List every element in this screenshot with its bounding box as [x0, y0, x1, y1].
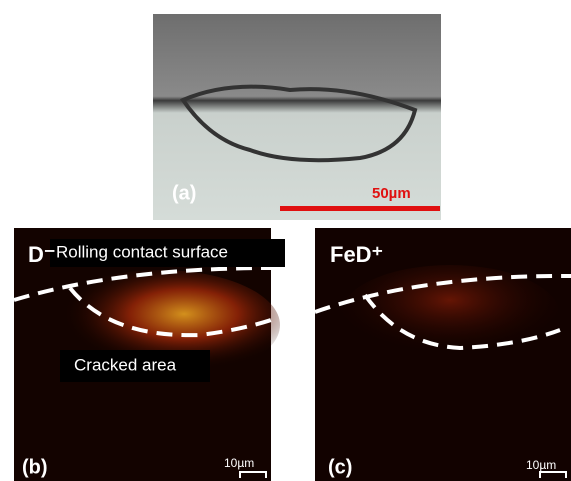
species: FeD⁺	[330, 242, 383, 267]
panel-b: D⁻ Rolling contact surface Cracked area …	[14, 228, 285, 481]
scale-bar	[280, 206, 440, 211]
annotation: Cracked area	[74, 355, 177, 374]
scale-label: 50µm	[372, 185, 411, 202]
species: D⁻	[28, 242, 56, 267]
panel-label: (a)	[172, 182, 196, 204]
panel-a: (a) 50µm	[153, 14, 441, 220]
panel-label: (b)	[22, 456, 48, 478]
intensity	[340, 265, 560, 365]
annotation: Rolling contact surface	[56, 242, 228, 261]
panel-label: (c)	[328, 456, 352, 478]
scale-label: 10µm	[224, 456, 254, 470]
scale-label: 10µm	[526, 458, 556, 472]
panel-c: FeD⁺ (c) 10µm	[315, 228, 571, 481]
figure: (a) 50µm D⁻ Rolling contact surface Crac…	[0, 0, 571, 481]
